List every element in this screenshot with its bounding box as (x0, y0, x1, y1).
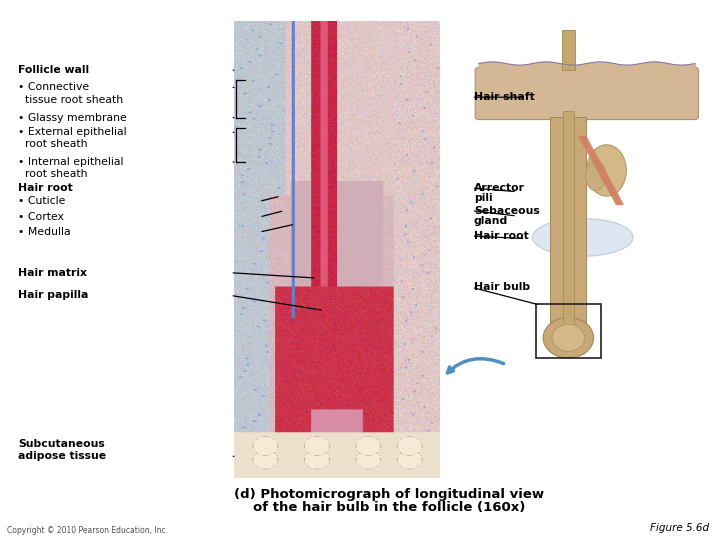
Text: root sheath: root sheath (18, 139, 88, 149)
Ellipse shape (587, 145, 626, 196)
Ellipse shape (543, 318, 593, 358)
Text: (d) Photomicrograph of longitudinal view: (d) Photomicrograph of longitudinal view (234, 488, 544, 501)
Text: Follicle wall: Follicle wall (18, 65, 89, 75)
Text: • External epithelial: • External epithelial (18, 127, 127, 137)
Text: Hair matrix: Hair matrix (18, 268, 87, 278)
Text: tissue root sheath: tissue root sheath (18, 95, 123, 105)
Text: • Glassy membrane: • Glassy membrane (18, 113, 127, 123)
FancyBboxPatch shape (475, 68, 698, 119)
Text: Hair bulb: Hair bulb (474, 282, 530, 292)
Text: Hair root: Hair root (18, 183, 73, 193)
Ellipse shape (552, 325, 585, 352)
Text: pili: pili (474, 193, 492, 203)
Text: • Cortex: • Cortex (18, 212, 64, 222)
Text: gland: gland (474, 217, 508, 226)
Text: • Cuticle: • Cuticle (18, 197, 66, 206)
Text: Figure 5.6d: Figure 5.6d (650, 523, 709, 533)
Bar (550, 117, 586, 345)
Text: Hair shaft: Hair shaft (474, 92, 534, 102)
Text: Arrector: Arrector (474, 183, 525, 193)
Text: root sheath: root sheath (18, 169, 88, 179)
Bar (562, 30, 575, 70)
Text: • Connective: • Connective (18, 83, 89, 92)
Text: Subcutaneous: Subcutaneous (18, 439, 104, 449)
Text: Sebaceous: Sebaceous (474, 206, 539, 215)
Ellipse shape (585, 161, 606, 191)
Text: of the hair bulb in the follicle (160x): of the hair bulb in the follicle (160x) (253, 501, 525, 514)
Text: Hair root: Hair root (474, 231, 528, 241)
Text: • Internal epithelial: • Internal epithelial (18, 157, 124, 167)
Ellipse shape (532, 219, 633, 256)
Text: Copyright © 2010 Pearson Education, Inc.: Copyright © 2010 Pearson Education, Inc. (7, 526, 168, 535)
Text: • Medulla: • Medulla (18, 227, 71, 237)
Bar (563, 111, 574, 334)
Text: Hair papilla: Hair papilla (18, 291, 89, 300)
Text: adipose tissue: adipose tissue (18, 451, 106, 461)
Bar (536, 304, 600, 358)
